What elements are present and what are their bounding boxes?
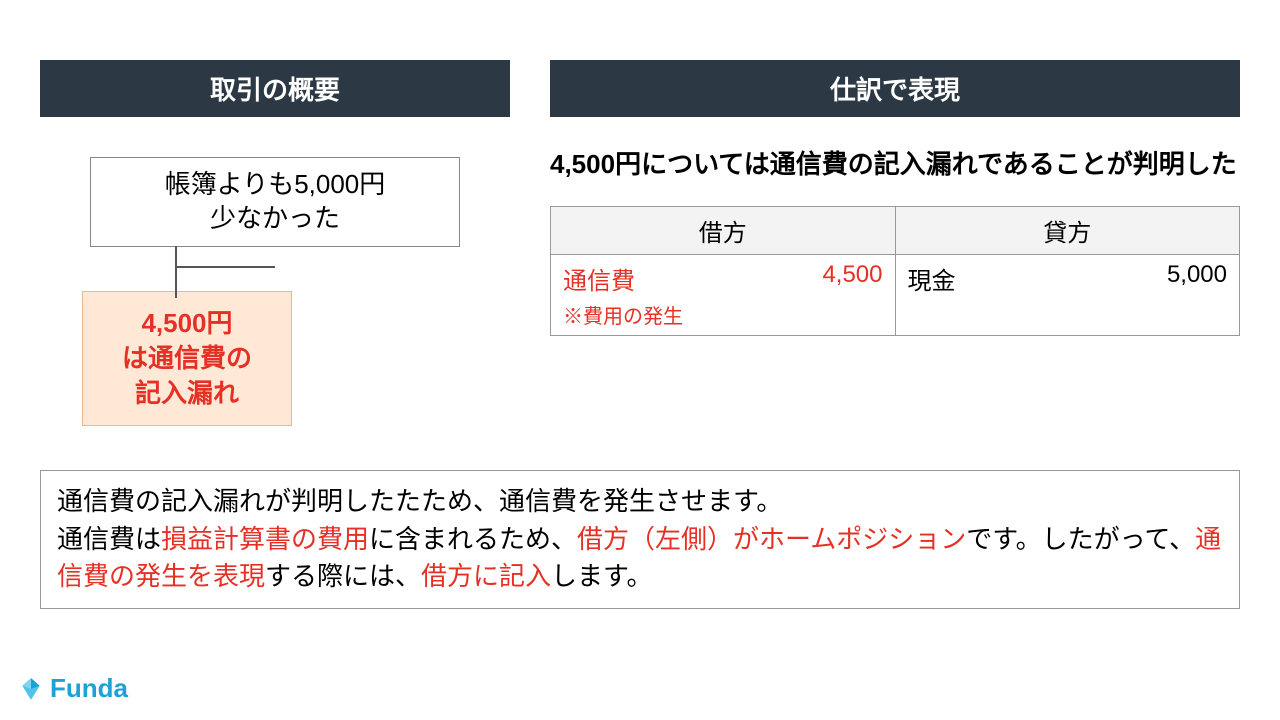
diamond-icon [18, 676, 44, 702]
dr-account: 通信費 [563, 261, 635, 296]
dr-cell: 通信費 4,500 ※費用の発生 [551, 255, 896, 336]
left-column: 取引の概要 帳簿よりも5,000円 少なかった 4,500円 は通信費の 記入漏… [40, 60, 510, 426]
highlight-line2: は通信費の [91, 341, 283, 376]
dr-note: ※費用の発生 [563, 300, 883, 329]
highlight-box: 4,500円 は通信費の 記入漏れ [82, 291, 292, 426]
right-header: 仕訳で表現 [550, 60, 1240, 117]
summary-line1: 帳簿よりも5,000円 [99, 168, 451, 202]
dr-amount: 4,500 [822, 261, 882, 296]
cr-cell: 現金 5,000 [895, 255, 1240, 336]
highlight-line3: 記入漏れ [91, 376, 283, 411]
explain-line1: 通信費の記入漏れが判明したたため、通信費を発生させます。 [57, 483, 1223, 521]
explanation-box: 通信費の記入漏れが判明したたため、通信費を発生させます。 通信費は損益計算書の費… [40, 470, 1240, 609]
summary-line2: 少なかった [99, 202, 451, 236]
right-title: 4,500円については通信費の記入漏れであることが判明した [550, 147, 1240, 182]
cr-header: 貸方 [895, 207, 1240, 255]
brand-logo: Funda [18, 673, 128, 704]
journal-table: 借方 貸方 通信費 4,500 ※費用の発生 現金 5,000 [550, 206, 1240, 336]
summary-box: 帳簿よりも5,000円 少なかった [90, 157, 460, 247]
cr-amount: 5,000 [1167, 261, 1227, 296]
explain-line2: 通信費は損益計算書の費用に含まれるため、借方（左側）がホームポジションです。した… [57, 521, 1223, 596]
right-column: 仕訳で表現 4,500円については通信費の記入漏れであることが判明した 借方 貸… [550, 60, 1240, 426]
cr-account: 現金 [908, 261, 956, 296]
brand-text: Funda [50, 673, 128, 704]
dr-header: 借方 [551, 207, 896, 255]
connector-line [175, 246, 275, 268]
left-header: 取引の概要 [40, 60, 510, 117]
highlight-line1: 4,500円 [91, 306, 283, 341]
